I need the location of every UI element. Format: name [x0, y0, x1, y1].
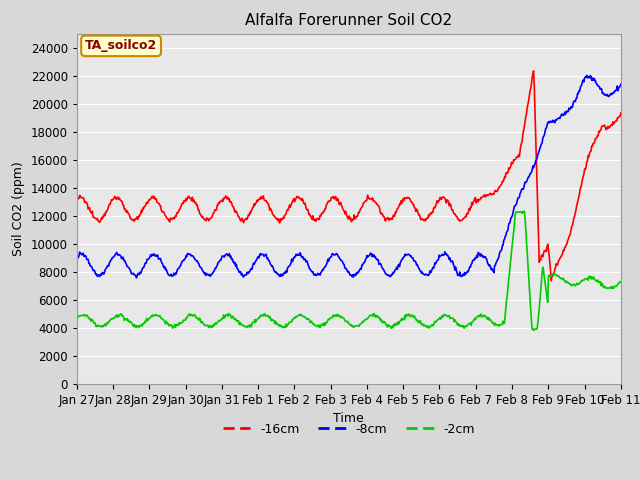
Legend: -16cm, -8cm, -2cm: -16cm, -8cm, -2cm — [218, 418, 480, 441]
Title: Alfalfa Forerunner Soil CO2: Alfalfa Forerunner Soil CO2 — [245, 13, 452, 28]
Text: TA_soilco2: TA_soilco2 — [85, 39, 157, 52]
X-axis label: Time: Time — [333, 412, 364, 425]
Y-axis label: Soil CO2 (ppm): Soil CO2 (ppm) — [12, 161, 25, 256]
